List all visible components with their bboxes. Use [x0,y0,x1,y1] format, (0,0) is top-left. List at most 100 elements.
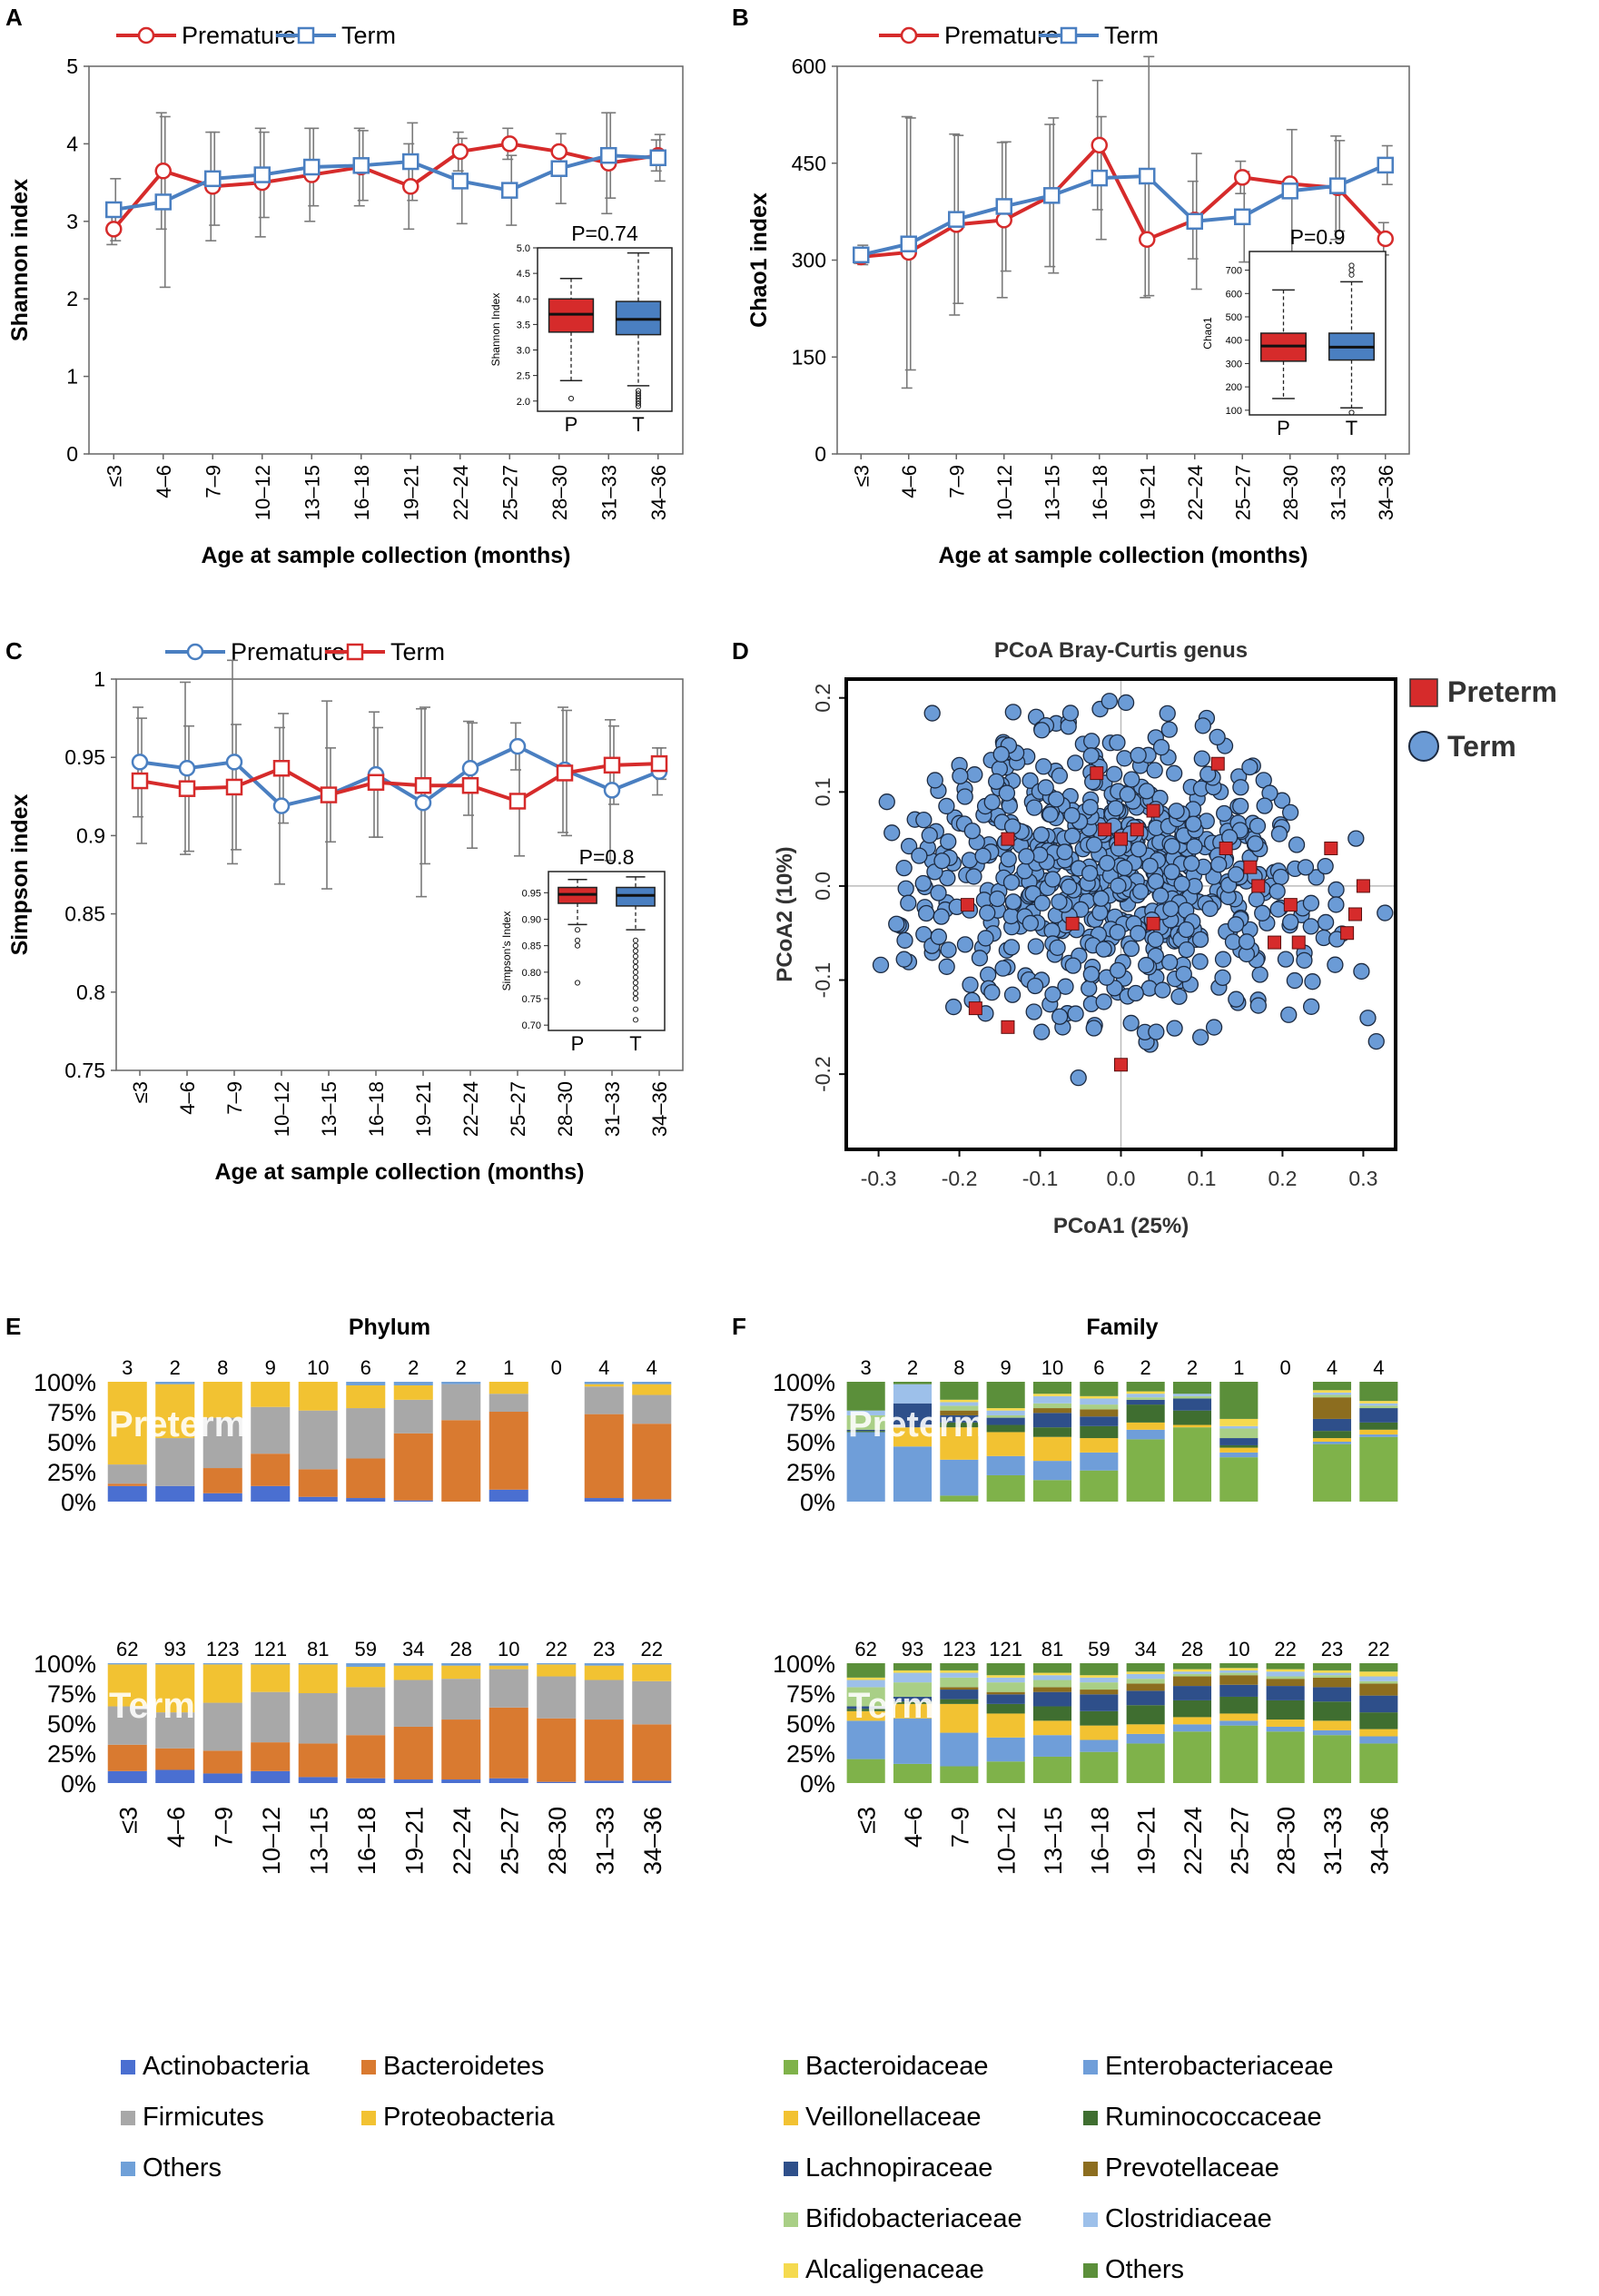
term-point [1194,717,1211,734]
bar-segment-bacteroidaceae [1219,1457,1258,1502]
bar-segment-firmicutes [107,1464,147,1484]
bar-segment-actinobacteria [107,1770,147,1783]
term-point [1178,921,1195,939]
bar-segment-others [1080,1382,1119,1396]
y-tick-label: 600 [792,54,826,78]
x-tick-label: 22–24 [1184,465,1207,520]
term-point [1051,1008,1069,1025]
bar-segment-bifidobacteriaceae [1032,1680,1072,1688]
legend-label: Alcaligenaceae [805,2255,984,2284]
inset-y-tick-label: 2.0 [517,397,530,408]
term-point [1353,962,1370,980]
sample-count: 9 [1001,1356,1012,1379]
bar-segment-enterobacteriaceae [940,1459,979,1496]
x-tick-label: 34–36 [647,465,670,520]
legend-marker-term [346,643,364,661]
bar-segment-bifidobacteriaceae [1312,1675,1352,1678]
term-point [1033,722,1051,739]
bar-segment-bifidobacteriaceae [1126,1679,1165,1684]
box-outlier [632,985,639,991]
chart-title: Family [1086,1315,1158,1340]
bar-segment-bacteroidaceae [846,1759,885,1783]
term-point [1328,881,1345,899]
preterm-point [1098,823,1112,837]
bar-segment-bifidobacteriaceae [846,1687,885,1707]
term-point [921,826,938,844]
bar-segment-others [393,1382,433,1385]
bar-segment-alcaligenaceae [1172,1669,1212,1672]
legend-label-term: Term [341,22,396,49]
term-point [923,705,941,722]
x-tick-label: 7–9 [210,1807,237,1848]
term-point [930,928,947,945]
bar-segment-ruminococcaceae [1359,1422,1398,1430]
x-tick-label: 25–27 [498,465,521,520]
term-point [1130,924,1147,942]
x-tick-label: 31–33 [597,465,620,520]
bar-segment-actinobacteria [537,1781,577,1783]
bar-segment-others [1219,1382,1258,1419]
y-tick-label: 450 [792,152,826,175]
term-point [1085,1020,1102,1037]
legend-label: Veillonellaceae [805,2103,981,2132]
term-point [1347,830,1365,847]
bar-segment-ruminococcaceae [940,1699,979,1704]
box-outlier [574,980,581,986]
bar-segment-alcaligenaceae [1312,1670,1352,1673]
x-tick-label: 10–12 [993,465,1016,520]
bar-segment-bacteroidetes [441,1420,481,1502]
bar-segment-proteobacteria [155,1664,195,1713]
bar-segment-veillonellaceae [1080,1725,1119,1740]
term-point [1025,1003,1042,1020]
data-point-premature [1377,230,1394,248]
term-point [1004,704,1022,721]
x-axis-title: Age at sample collection (months) [938,543,1308,568]
bar-segment-prevotellaceae [1219,1675,1258,1685]
bar-segment-actinobacteria [489,1778,528,1783]
term-point [1268,882,1286,900]
term-point [872,956,890,974]
bar-segment-lachnopiraceae [893,1403,933,1428]
bar-segment-enterobacteriaceae [940,1732,979,1767]
term-point [1064,957,1082,974]
term-point [1147,872,1165,890]
bar-segment-others [584,1382,624,1384]
bar-segment-actinobacteria [393,1779,433,1783]
data-point-term [204,170,222,188]
panel-letter-c: C [5,637,23,665]
term-point [983,793,1001,811]
term-point [974,847,992,864]
term-point [1178,941,1195,959]
bar-segment-clostridiaceae [1126,1394,1165,1398]
x-tick-label: 4–6 [153,465,175,498]
bar-segment-others [940,1382,979,1400]
bar-segment-clostridiaceae [940,1402,979,1406]
data-point-term [1186,212,1203,231]
term-point [956,788,973,805]
term-point [878,793,895,811]
panel-letter-f: F [732,1313,746,1340]
term-point [979,904,996,921]
bar-segment-proteobacteria [584,1384,624,1387]
bar-segment-alcaligenaceae [1126,1391,1165,1394]
bar-segment-bifidobacteriaceae [1219,1672,1258,1676]
term-point [917,904,935,922]
data-point-term [402,153,419,171]
term-point [1002,939,1021,956]
term-point [1228,866,1245,883]
data-point-term [352,157,370,174]
term-point [1035,758,1052,775]
y-tick-label: 1 [66,365,78,389]
inset-y-tick-label: 4.0 [517,294,530,305]
bar-segment-lachnopiraceae [1126,1690,1165,1706]
legend-label-term: Term [1447,730,1516,763]
bar-segment-actinobacteria [346,1778,386,1783]
bar-segment-enterobacteriaceae [1080,1452,1119,1471]
bar-segment-prevotellaceae [1266,1679,1305,1687]
term-point [1193,750,1210,767]
bar-segment-enterobacteriaceae [1126,1429,1165,1440]
x-tick-label: 34–36 [639,1807,666,1875]
legend-label-term: Term [1104,22,1159,49]
term-point [1273,792,1291,809]
bar-segment-lachnopiraceae [986,1694,1025,1704]
